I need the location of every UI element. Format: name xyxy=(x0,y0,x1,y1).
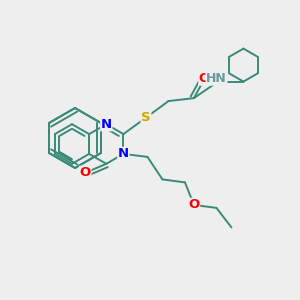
Text: N: N xyxy=(118,147,129,161)
Text: O: O xyxy=(199,72,210,85)
Text: O: O xyxy=(80,166,91,179)
Text: S: S xyxy=(141,111,151,124)
Text: O: O xyxy=(188,198,200,212)
Text: HN: HN xyxy=(206,72,227,85)
Text: N: N xyxy=(101,118,112,131)
